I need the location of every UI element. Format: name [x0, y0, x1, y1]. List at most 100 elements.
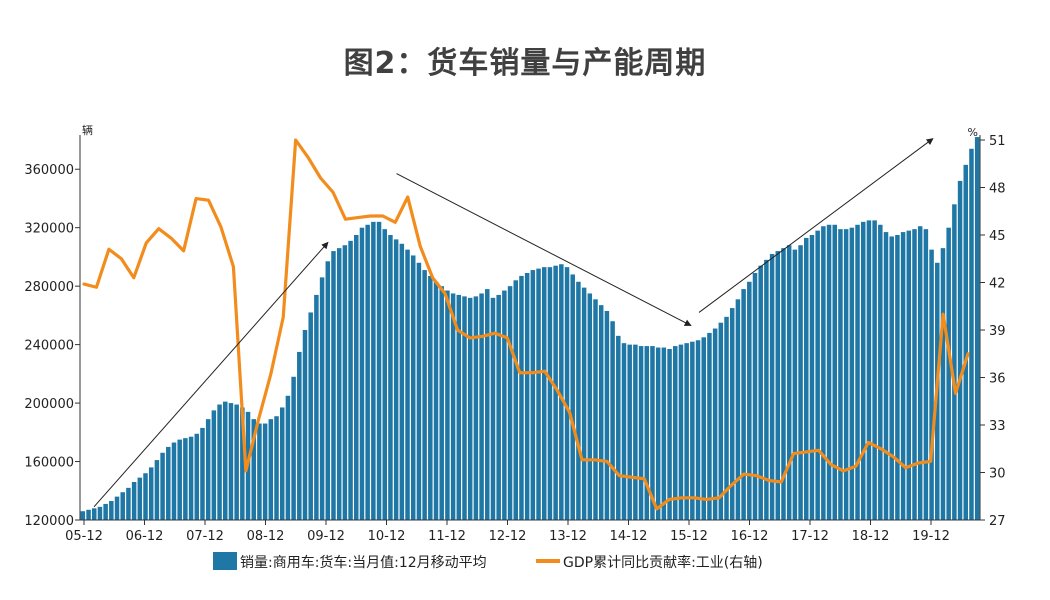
bar: [781, 248, 786, 520]
line-series-path: [82, 138, 970, 511]
bar: [365, 224, 370, 520]
bar: [673, 346, 678, 520]
bar: [86, 509, 91, 520]
left-tick-label: 240000: [24, 339, 74, 354]
bar: [741, 289, 746, 520]
bar: [462, 296, 467, 520]
bar: [485, 289, 490, 520]
bar: [564, 267, 570, 520]
bar: [860, 221, 866, 520]
bar: [695, 340, 701, 520]
bar: [963, 164, 969, 520]
bar: [154, 460, 160, 520]
bar: [775, 251, 781, 520]
bar: [707, 332, 712, 520]
bar: [279, 407, 285, 520]
annotation-arrows: [93, 138, 934, 508]
bar: [929, 249, 934, 520]
bar: [553, 265, 558, 520]
bar: [200, 427, 205, 520]
bar: [946, 227, 951, 520]
right-tick-label: 33: [989, 419, 1006, 434]
bar: [80, 511, 86, 520]
bar: [399, 243, 405, 520]
x-tick-label: 13-12: [549, 529, 587, 544]
bar: [889, 236, 894, 520]
legend-label-line: GDP累计同比贡献率:工业(右轴): [563, 554, 763, 571]
chart-title: 图2：货车销量与产能周期: [343, 46, 707, 81]
bar: [223, 401, 228, 520]
bar: [473, 296, 479, 520]
bar: [336, 248, 342, 520]
bar: [917, 226, 923, 521]
bar: [729, 308, 735, 520]
bar: [348, 240, 353, 520]
bar: [490, 297, 496, 520]
x-tick-label: 19-12: [912, 529, 950, 544]
bar: [143, 473, 148, 520]
bar: [621, 343, 627, 520]
bar: [166, 446, 171, 520]
bar: [314, 294, 319, 520]
bar: [171, 442, 177, 520]
x-tick-label: 08-12: [247, 529, 285, 544]
bar: [900, 232, 906, 520]
legend-label-bar: 销量:商用车:货车:当月值:12月移动平均: [240, 554, 487, 571]
bar: [957, 180, 963, 521]
bar: [661, 347, 667, 520]
bar: [177, 439, 182, 520]
bar: [291, 376, 296, 520]
bar: [883, 232, 889, 520]
bar: [91, 508, 97, 520]
bar: [633, 344, 638, 520]
bar: [655, 347, 661, 520]
bar: [855, 224, 860, 520]
bar: [906, 230, 912, 520]
bar: [388, 235, 393, 520]
bar: [604, 311, 610, 520]
bar: [541, 267, 547, 520]
left-tick-label: 360000: [24, 163, 74, 178]
bar: [507, 286, 513, 520]
bar: [718, 322, 724, 520]
bar: [821, 226, 826, 521]
x-tick-label: 17-12: [791, 529, 829, 544]
x-tick-label: 18-12: [852, 529, 890, 544]
line-series: [82, 138, 970, 511]
bar: [786, 245, 792, 521]
bar: [627, 344, 632, 520]
trend-arrow: [396, 173, 692, 327]
bar: [690, 341, 695, 520]
bar: [843, 229, 849, 520]
bar: [416, 262, 422, 520]
left-tick-label: 280000: [24, 280, 74, 295]
right-tick-label: 42: [989, 277, 1006, 292]
bar: [240, 407, 245, 520]
bar: [428, 275, 433, 520]
bar: [439, 286, 444, 520]
bar: [331, 251, 336, 520]
bar: [804, 237, 809, 521]
bar: [712, 328, 718, 520]
bar: [376, 221, 382, 520]
bar: [576, 281, 581, 520]
right-unit-label: %: [968, 126, 978, 139]
bar: [183, 438, 188, 520]
bar: [536, 268, 541, 520]
bar: [952, 204, 957, 520]
bar: [148, 467, 154, 520]
bar: [969, 148, 974, 520]
bar: [393, 239, 399, 520]
x-tick-label: 12-12: [489, 529, 527, 544]
bar: [570, 274, 575, 520]
bar: [342, 245, 348, 521]
bar: [354, 235, 359, 520]
bar: [205, 419, 211, 520]
x-tick-label: 06-12: [126, 529, 164, 544]
bar: [974, 137, 980, 520]
bar: [274, 416, 279, 520]
bar: [410, 255, 416, 520]
bar: [194, 433, 200, 520]
bar: [701, 337, 706, 520]
